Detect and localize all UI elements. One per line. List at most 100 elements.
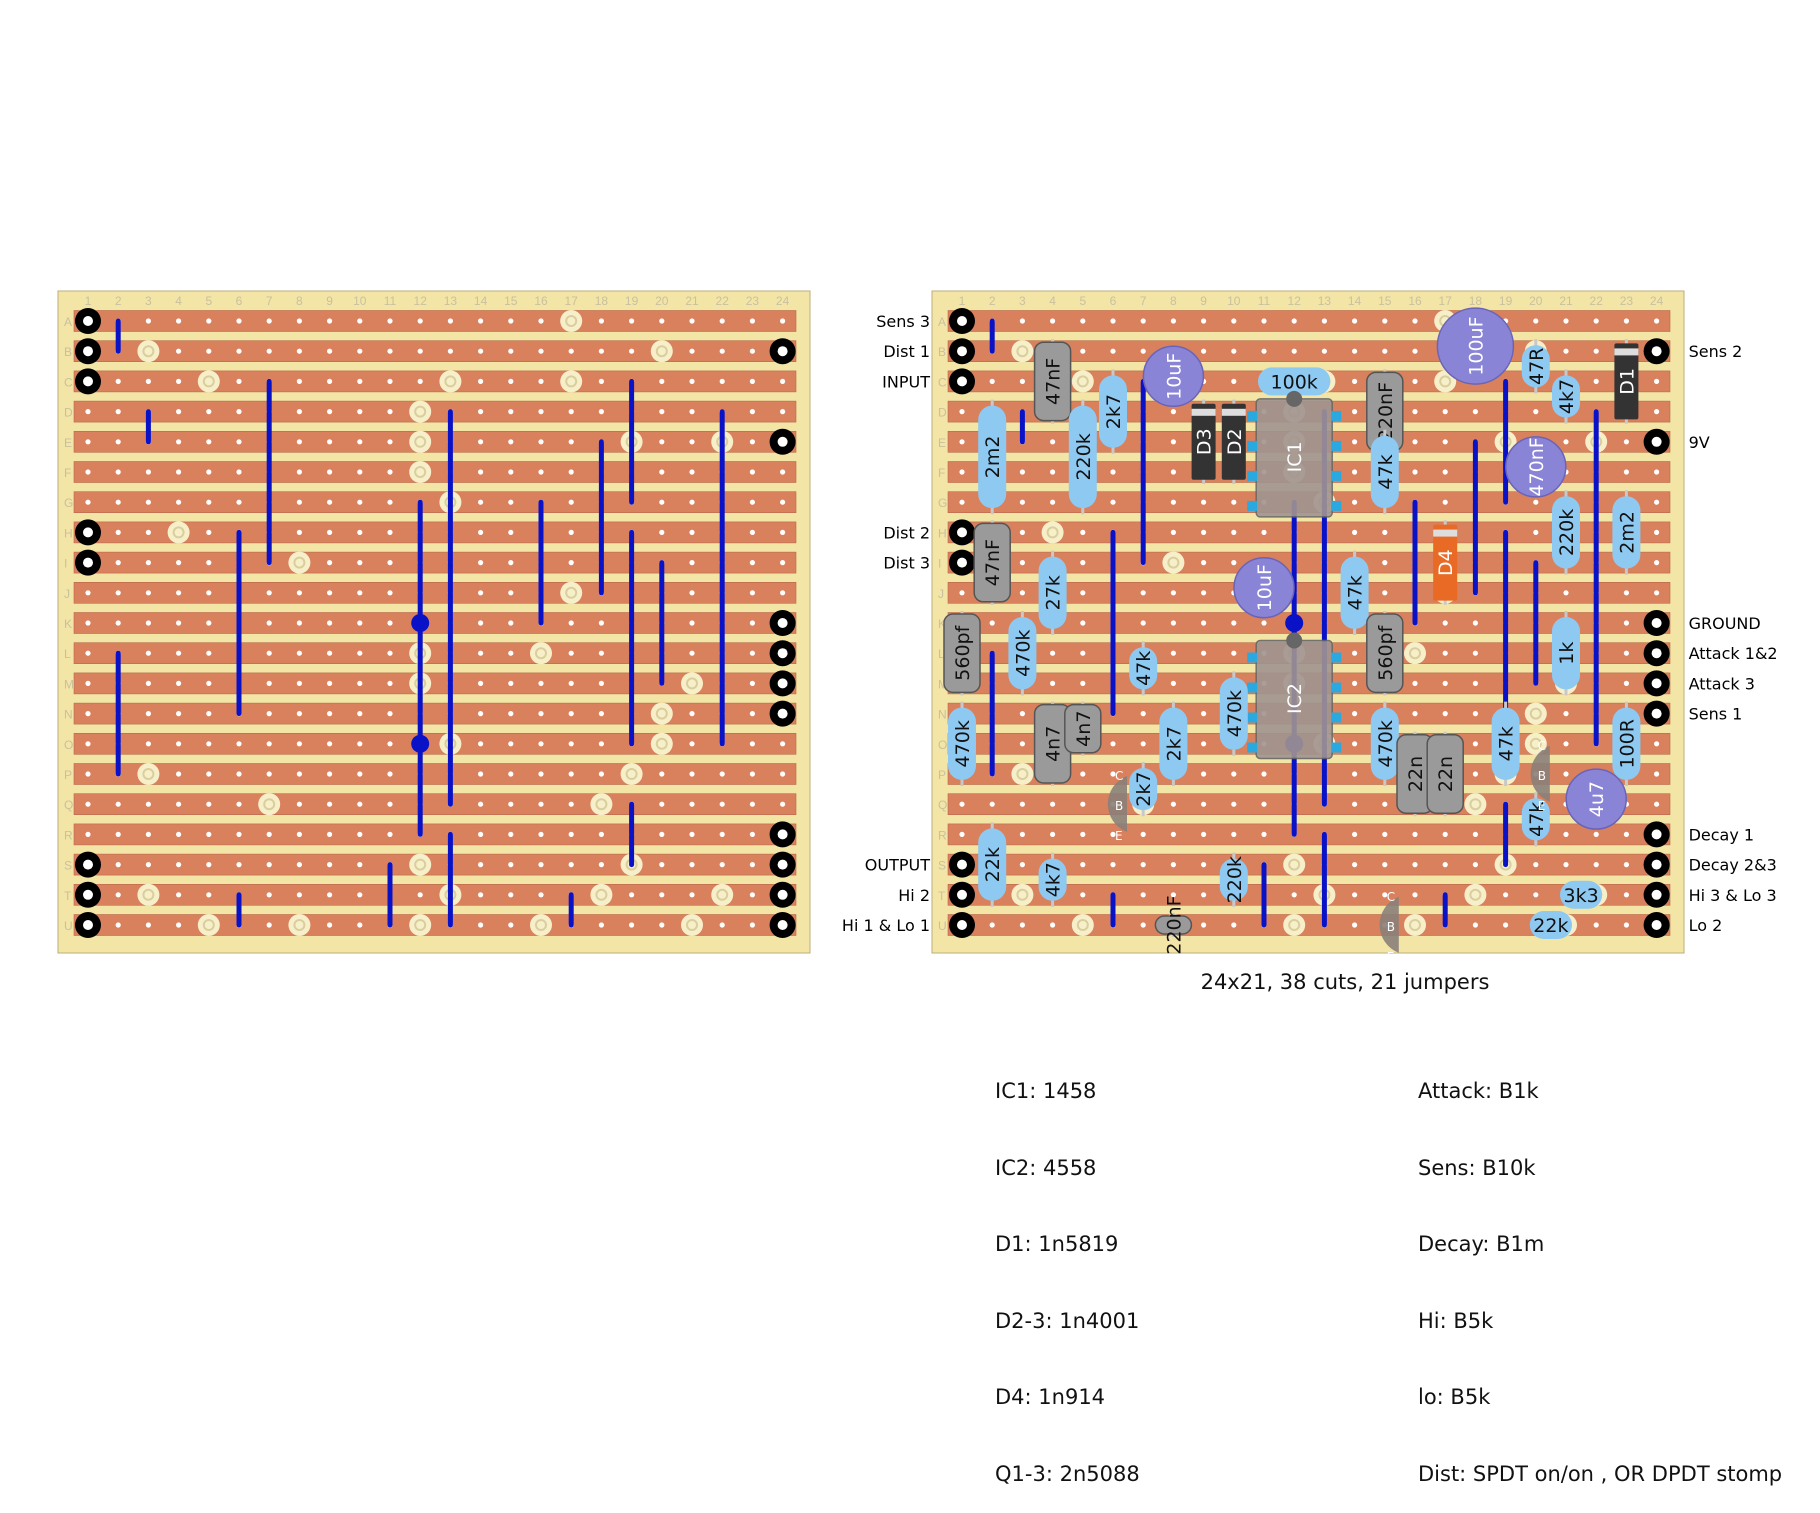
strip-hole <box>1442 469 1448 475</box>
strip-hole <box>1080 560 1086 566</box>
strip-hole <box>989 922 995 928</box>
component-resistor-100r: 100R <box>1612 701 1641 786</box>
strip-hole <box>689 348 695 354</box>
column-number: 15 <box>504 294 518 308</box>
strip-hole <box>206 409 212 415</box>
strip-hole <box>387 318 393 324</box>
strip-hole <box>447 318 453 324</box>
strip-hole <box>1080 529 1086 536</box>
strip-hole <box>1623 892 1629 898</box>
strip-hole <box>508 922 514 928</box>
cut-side-board: 1 2 3 4 5 6 7 8 9 10 11 12 13 14 15 16 17 18 19 20 21 22 23 24A… <box>57 290 811 954</box>
strip-hole <box>508 711 514 717</box>
strip-hole <box>568 348 574 354</box>
strip-hole <box>598 771 605 777</box>
strip-hole <box>1412 469 1418 475</box>
strip-hole <box>1231 318 1237 324</box>
strip-hole <box>1019 318 1025 324</box>
strip-hole <box>296 801 302 807</box>
strip-hole <box>598 318 605 324</box>
ic-pin <box>1247 470 1258 481</box>
strip-hole <box>1352 499 1358 505</box>
strip-hole <box>689 620 695 626</box>
copper-strip <box>947 793 1671 816</box>
track-cut <box>409 400 432 423</box>
strip-hole <box>1201 499 1207 505</box>
strip-hole <box>1110 862 1116 868</box>
strip-hole <box>145 590 151 596</box>
column-number: 3 <box>145 294 152 308</box>
capacitor-body <box>1154 915 1193 935</box>
component-label: 22k <box>1533 915 1568 937</box>
wire-terminal <box>957 376 967 387</box>
strip-hole <box>387 741 393 747</box>
strip-hole <box>629 318 635 324</box>
strip-hole <box>508 741 514 747</box>
wire-terminal <box>957 316 967 326</box>
component-diode-d1: D1 <box>1614 339 1639 424</box>
track-cut <box>535 647 547 660</box>
strip-hole <box>1050 801 1056 807</box>
strip-hole <box>1382 348 1388 354</box>
strip-hole <box>296 650 302 656</box>
track-cut <box>1011 763 1034 785</box>
strip-hole <box>568 862 574 868</box>
column-number: 10 <box>353 294 367 308</box>
strip-hole <box>568 831 574 838</box>
strip-hole <box>780 529 786 536</box>
strip-hole <box>568 529 574 536</box>
component-film_cap-220nf: 220nF <box>1154 895 1193 955</box>
wire-terminal <box>83 527 93 538</box>
strip-hole <box>1170 409 1176 415</box>
track-cut <box>620 763 643 785</box>
strip-hole <box>568 801 574 807</box>
strip-hole <box>780 499 786 505</box>
strip-hole <box>1382 892 1388 898</box>
strip-hole <box>478 469 484 475</box>
strip-hole <box>327 409 333 415</box>
strip-hole <box>1019 529 1025 536</box>
component-label: 100uF <box>1465 316 1487 375</box>
pin-label-right: GROUND <box>1689 614 1761 633</box>
track-cut <box>650 702 673 725</box>
track-cut <box>655 737 668 750</box>
wire-terminal <box>1651 859 1662 870</box>
component-ic-ic1: IC1 <box>1247 390 1342 518</box>
strip-hole <box>1533 862 1539 868</box>
strip-hole <box>236 409 242 415</box>
wire-terminal <box>1651 829 1662 840</box>
track-cut <box>414 435 427 448</box>
strip-hole <box>387 378 393 384</box>
track-cut <box>137 883 160 906</box>
pots-list-item: lo: B5k <box>1418 1385 1491 1409</box>
track-cut <box>1016 345 1029 358</box>
track-cut <box>1162 551 1185 574</box>
resistor-body <box>1529 911 1572 939</box>
strip-hole <box>959 831 965 838</box>
resistor-body <box>1068 405 1097 509</box>
strip-hole <box>1080 590 1086 596</box>
strip-hole <box>266 892 272 898</box>
track-cut <box>414 405 427 418</box>
wire-terminal <box>83 889 93 900</box>
strip-hole <box>478 560 484 566</box>
strip-hole <box>629 348 635 354</box>
strip-hole <box>1442 409 1448 415</box>
strip-hole <box>1442 831 1448 838</box>
strip-hole <box>206 862 212 868</box>
track-cut <box>414 919 427 931</box>
strip-hole <box>176 680 182 687</box>
strip-hole <box>1352 409 1358 415</box>
strip-hole <box>989 620 995 626</box>
strip-hole <box>508 409 514 415</box>
column-number: 19 <box>1499 294 1513 308</box>
track-cut <box>1404 914 1426 936</box>
strip-hole <box>266 831 272 838</box>
resistor-body <box>1129 647 1158 690</box>
strip-hole <box>1019 590 1025 596</box>
component-label: 470k <box>1012 630 1034 677</box>
diode-band <box>1221 408 1246 416</box>
strip-hole <box>689 439 695 445</box>
track-cut <box>595 798 608 811</box>
strip-hole <box>538 771 544 777</box>
